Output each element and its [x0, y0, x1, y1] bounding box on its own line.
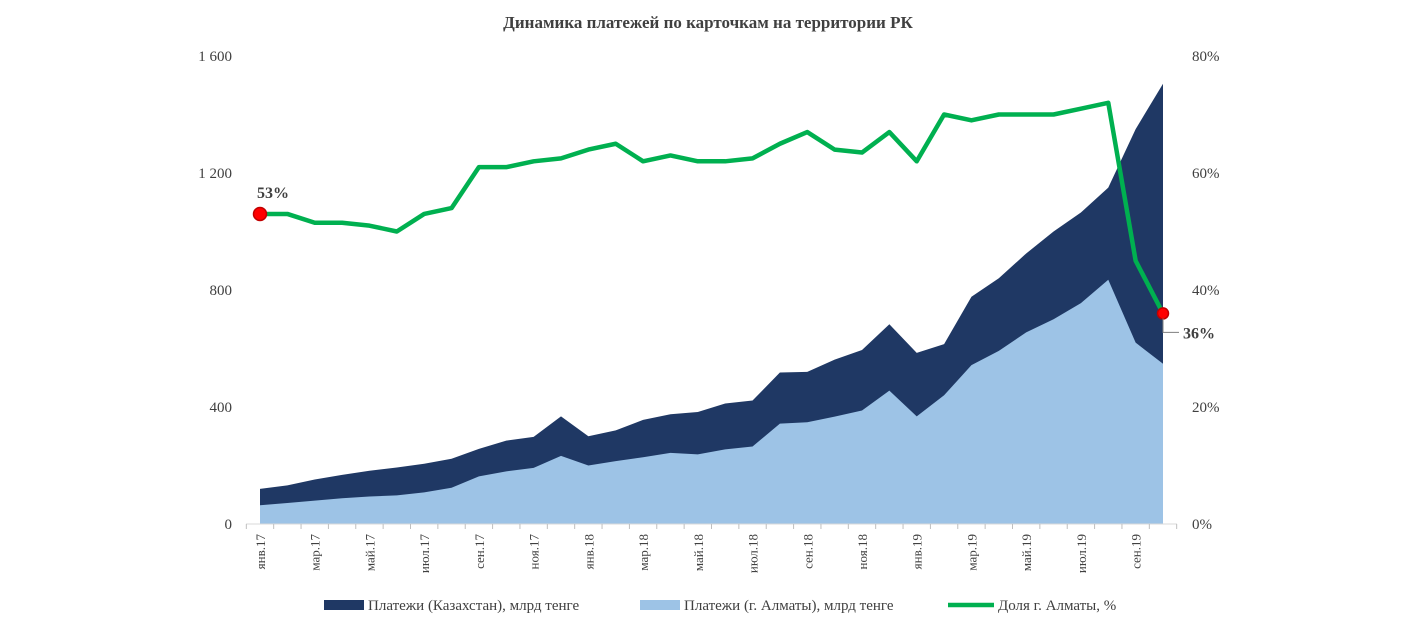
x-tick-label: янв.18	[581, 534, 596, 569]
legend-label: Платежи (Казахстан), млрд тенге	[368, 598, 579, 614]
annotation-marker	[1156, 307, 1170, 320]
x-tick-label: янв.19	[910, 534, 925, 569]
y-left-tick-label: 0	[225, 517, 233, 533]
legend-swatch	[640, 600, 680, 610]
legend: Платежи (Казахстан), млрд тенге Платежи (…	[324, 598, 1116, 614]
y-left-tick-label: 800	[210, 283, 233, 299]
x-tick-label: сен.19	[1129, 534, 1144, 569]
plot-areas	[260, 83, 1163, 524]
x-tick-label: ноя.18	[855, 534, 870, 569]
x-tick-label: май.17	[362, 534, 377, 572]
legend-swatch	[324, 600, 364, 610]
x-tick-label: мар.18	[636, 534, 651, 571]
x-tick-label: ноя.17	[527, 534, 542, 570]
area-series-2	[260, 279, 1163, 524]
x-tick-label: мар.17	[308, 534, 323, 571]
y-left-tick-label: 1 200	[198, 166, 232, 182]
annotation-marker	[252, 206, 268, 222]
y-right-tick-label: 0%	[1192, 517, 1212, 533]
x-tick-label: июл.17	[417, 534, 432, 574]
x-tick-label: июл.18	[746, 534, 761, 573]
chart-title: Динамика платежей по карточкам на террит…	[503, 13, 913, 32]
y-left-tick-label: 1 600	[198, 49, 232, 65]
annotation-label: 36%	[1183, 325, 1215, 342]
plot-line	[257, 100, 1166, 316]
x-tick-label: янв.17	[253, 534, 268, 570]
legend-label: Доля г. Алматы, %	[998, 598, 1116, 614]
y-right-tick-label: 20%	[1192, 400, 1220, 416]
y-right-tick-label: 40%	[1192, 283, 1220, 299]
x-tick-label: сен.18	[800, 534, 815, 569]
annotations: 53% 36%	[252, 185, 1215, 342]
x-tick-label: мар.19	[964, 534, 979, 571]
x-tick-label: июл.19	[1074, 534, 1089, 573]
y-right-tick-label: 80%	[1192, 49, 1220, 65]
y-right-tick-label: 60%	[1192, 166, 1220, 182]
annotation-label: 53%	[257, 185, 289, 202]
x-tick-label: сен.17	[472, 534, 487, 569]
annotation-leader	[1162, 318, 1179, 333]
y-left-tick-label: 400	[210, 400, 233, 416]
legend-label: Платежи (г. Алматы), млрд тенге	[684, 598, 894, 614]
line-series	[257, 100, 1166, 316]
x-tick-label: май.18	[691, 534, 706, 571]
x-tick-label: май.19	[1019, 534, 1034, 571]
axes: 0 400 800 1 200 1 600 0% 20% 40% 60% 80% янв.17 мар…	[198, 49, 1219, 573]
